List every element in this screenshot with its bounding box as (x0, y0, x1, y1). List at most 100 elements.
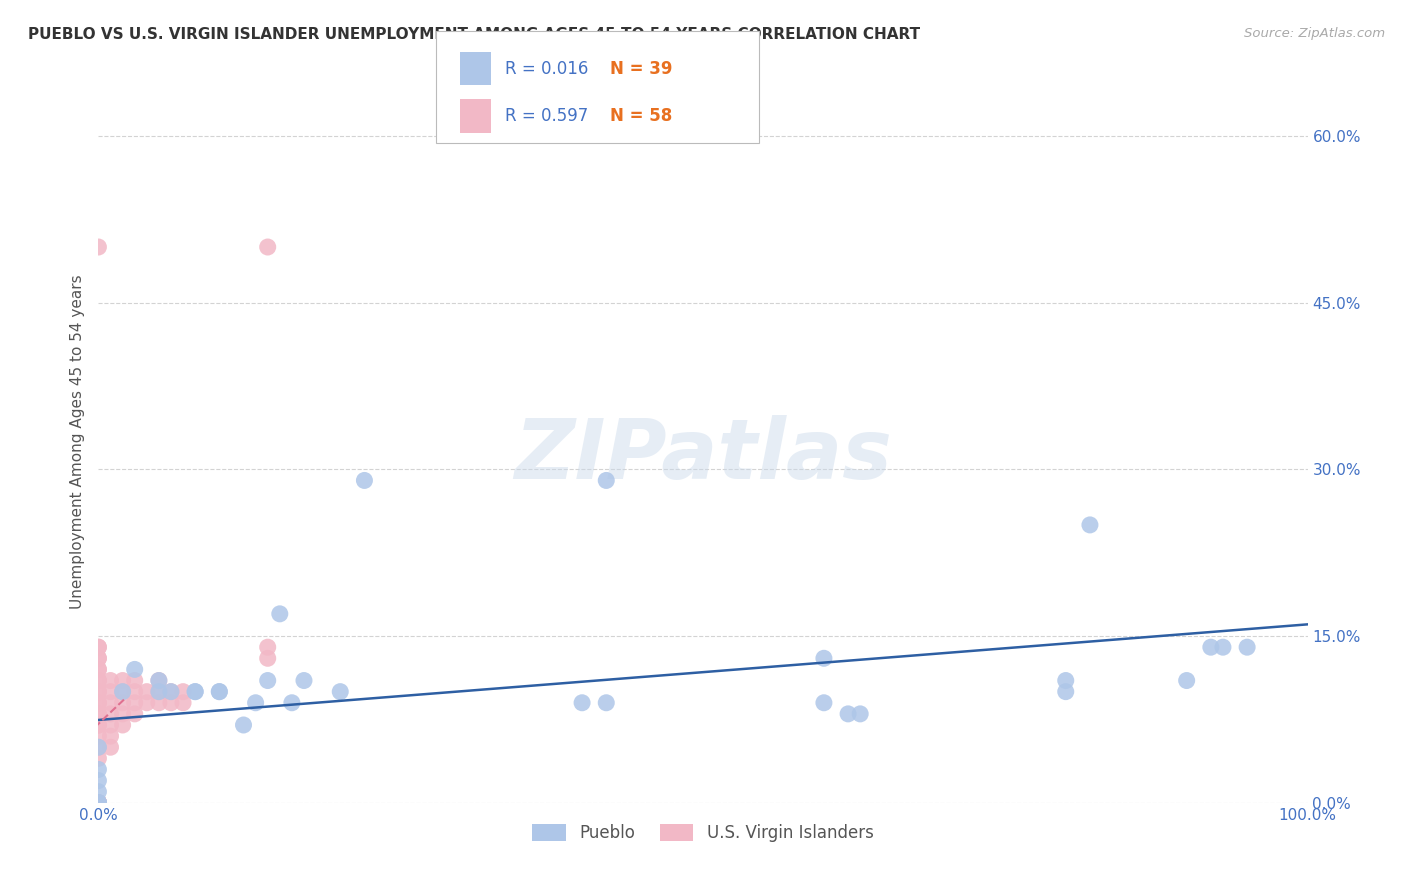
Legend: Pueblo, U.S. Virgin Islanders: Pueblo, U.S. Virgin Islanders (526, 817, 880, 848)
Point (148, 696, 170, 710)
Point (135, 684, 157, 698)
Point (1199, 640, 1222, 655)
Point (124, 684, 146, 698)
Point (87, 740, 110, 755)
Point (87, 796, 110, 810)
Point (87, 796, 110, 810)
Point (813, 696, 835, 710)
Point (256, 651, 278, 665)
Text: Source: ZipAtlas.com: Source: ZipAtlas.com (1244, 27, 1385, 40)
Point (87, 662, 110, 676)
Point (87, 696, 110, 710)
Point (111, 718, 134, 732)
Point (184, 684, 207, 698)
Point (87, 684, 110, 698)
Point (87, 718, 110, 732)
Point (1054, 673, 1077, 688)
Point (87, 796, 110, 810)
Point (87, 763, 110, 777)
Point (87, 796, 110, 810)
Point (124, 673, 146, 688)
Point (87, 696, 110, 710)
Point (813, 651, 835, 665)
Point (124, 706, 146, 721)
Point (87, 796, 110, 810)
Point (87, 640, 110, 655)
Point (87, 673, 110, 688)
Point (1236, 640, 1258, 655)
Point (87, 796, 110, 810)
Point (160, 696, 183, 710)
Point (1212, 640, 1234, 655)
Point (100, 729, 122, 743)
Text: R = 0.016: R = 0.016 (505, 60, 588, 78)
Point (1078, 517, 1101, 532)
Point (87, 773, 110, 788)
Point (87, 729, 110, 743)
Point (1175, 673, 1198, 688)
Point (256, 640, 278, 655)
Point (100, 718, 122, 732)
Point (111, 673, 134, 688)
Point (87, 796, 110, 810)
Point (87, 796, 110, 810)
Point (160, 684, 183, 698)
Point (87, 718, 110, 732)
Point (148, 684, 170, 698)
Point (87, 796, 110, 810)
Point (148, 673, 170, 688)
Point (595, 474, 617, 488)
Point (100, 740, 122, 755)
Point (256, 240, 278, 254)
Point (111, 696, 134, 710)
Text: N = 58: N = 58 (610, 107, 672, 125)
Point (571, 696, 593, 710)
Text: R = 0.597: R = 0.597 (505, 107, 588, 125)
Point (100, 673, 122, 688)
Text: PUEBLO VS U.S. VIRGIN ISLANDER UNEMPLOYMENT AMONG AGES 45 TO 54 YEARS CORRELATIO: PUEBLO VS U.S. VIRGIN ISLANDER UNEMPLOYM… (28, 27, 921, 42)
Point (87, 796, 110, 810)
Point (100, 684, 122, 698)
Y-axis label: Unemployment Among Ages 45 to 54 years: Unemployment Among Ages 45 to 54 years (69, 274, 84, 609)
Point (172, 696, 194, 710)
Point (87, 640, 110, 655)
Point (100, 706, 122, 721)
Point (87, 785, 110, 799)
Point (837, 706, 859, 721)
Point (232, 718, 254, 732)
Point (87, 706, 110, 721)
Point (87, 796, 110, 810)
Point (87, 751, 110, 765)
Point (245, 696, 267, 710)
Point (124, 696, 146, 710)
Point (148, 673, 170, 688)
Point (292, 673, 315, 688)
Point (87, 684, 110, 698)
Point (172, 684, 194, 698)
Point (208, 684, 231, 698)
Point (87, 796, 110, 810)
Point (100, 696, 122, 710)
Text: N = 39: N = 39 (610, 60, 672, 78)
Point (111, 684, 134, 698)
Point (87, 651, 110, 665)
Point (256, 673, 278, 688)
Point (87, 673, 110, 688)
Point (329, 684, 352, 698)
Point (87, 796, 110, 810)
Point (281, 696, 304, 710)
Point (849, 706, 872, 721)
Point (87, 240, 110, 254)
Point (595, 696, 617, 710)
Point (1054, 684, 1077, 698)
Point (269, 607, 291, 621)
Point (87, 740, 110, 755)
Point (111, 706, 134, 721)
Point (87, 796, 110, 810)
Point (111, 684, 134, 698)
Point (353, 474, 375, 488)
Text: ZIPatlas: ZIPatlas (515, 416, 891, 497)
Point (87, 706, 110, 721)
Point (87, 651, 110, 665)
Point (208, 684, 231, 698)
